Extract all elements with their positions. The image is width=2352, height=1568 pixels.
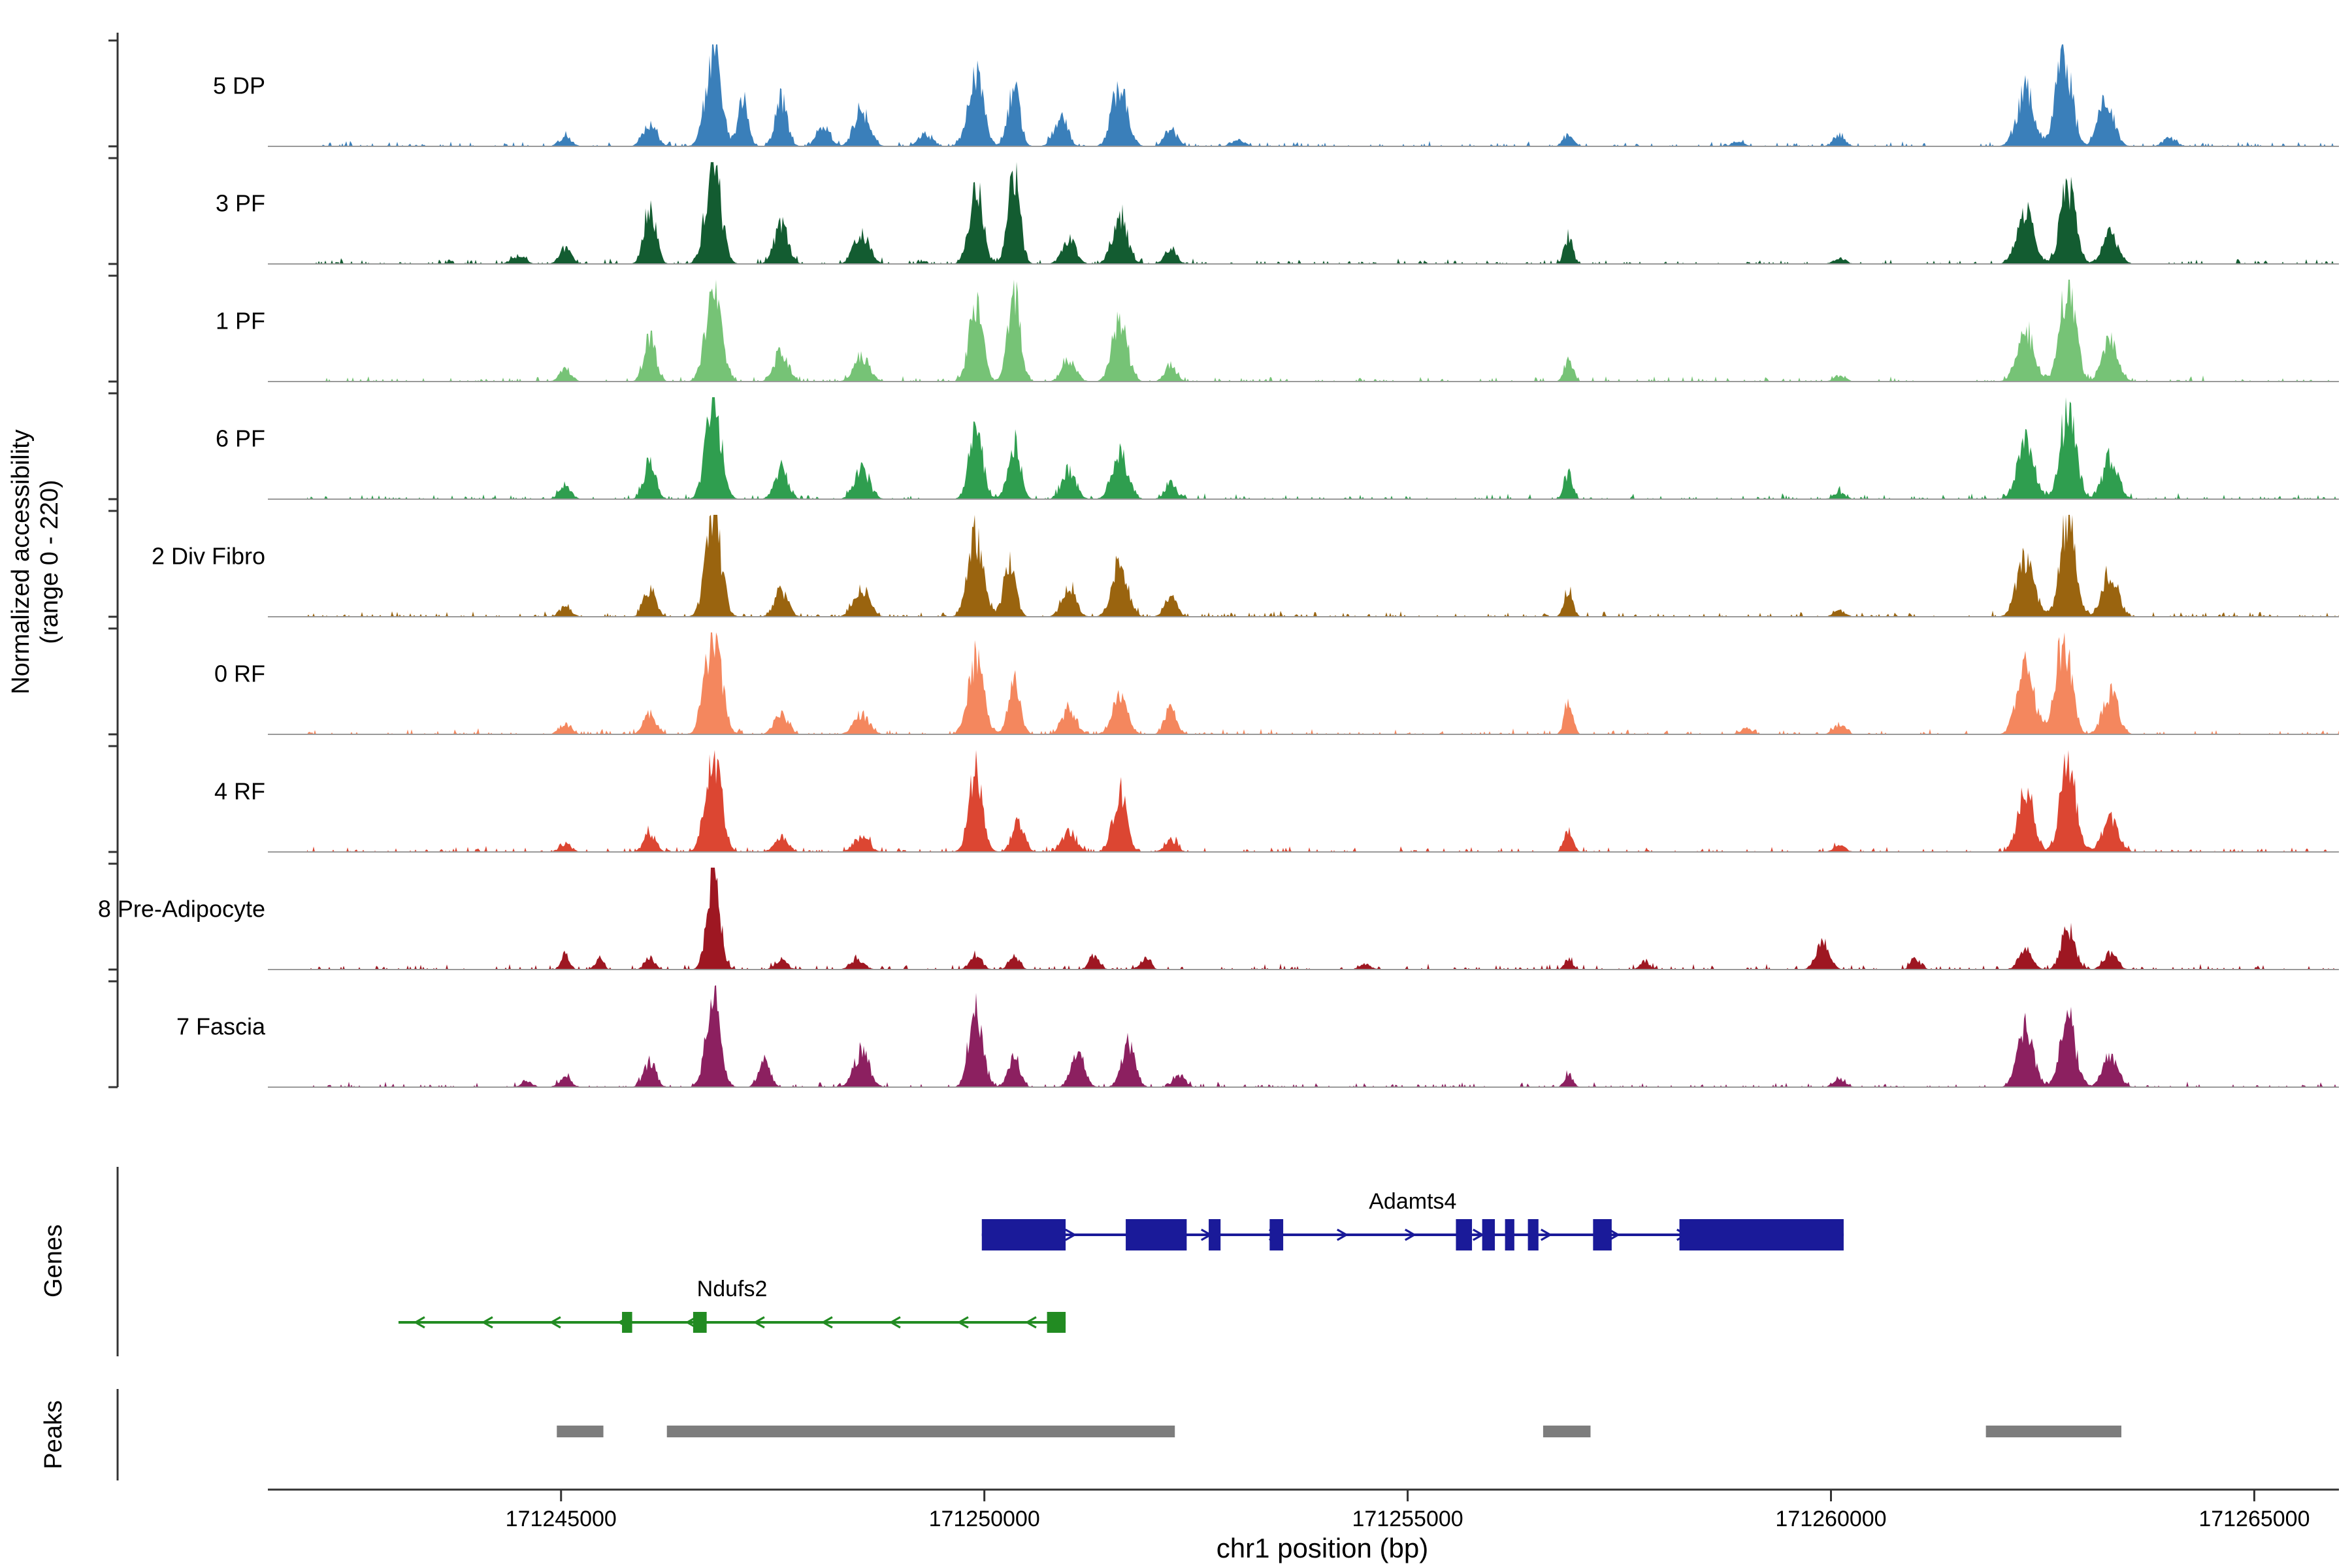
track-label: 1 PF: [216, 308, 265, 335]
track-label: 5 DP: [213, 73, 265, 99]
exon-box: [1505, 1219, 1514, 1250]
signal-track-3-pf: 3 PF: [108, 157, 2339, 265]
signal-area: [307, 632, 2339, 734]
strand-arrow-icon: [413, 1316, 425, 1329]
x-tick-label: 171260000: [1775, 1507, 1886, 1531]
x-tick-label: 171250000: [929, 1507, 1040, 1531]
exon-box: [1482, 1219, 1495, 1250]
x-tick-label: 171255000: [1352, 1507, 1463, 1531]
peak-region-bar: [557, 1426, 604, 1437]
strand-arrow-icon: [1608, 1228, 1621, 1241]
gene-name-label: Adamts4: [1369, 1189, 1456, 1214]
exon-box: [622, 1312, 632, 1333]
exon-box: [1527, 1219, 1539, 1250]
x-tick-label: 171265000: [2198, 1507, 2310, 1531]
strand-arrow-icon: [1064, 1228, 1077, 1241]
strand-arrow-icon: [481, 1316, 493, 1329]
track-label: 4 RF: [214, 778, 265, 805]
signal-area: [307, 868, 2339, 970]
strand-arrow-icon: [549, 1316, 561, 1329]
strand-arrow-icon: [889, 1316, 901, 1329]
y-axis-title-line1: Normalized accessibility: [8, 429, 35, 694]
exon-box: [693, 1312, 707, 1333]
exon-box: [1269, 1219, 1284, 1250]
track-label: 6 PF: [216, 425, 265, 452]
signal-area: [307, 280, 2339, 382]
signal-track-5-dp: 5 DP: [108, 39, 2339, 148]
signal-area: [307, 162, 2339, 264]
signal-area: [307, 750, 2339, 852]
signal-area: [307, 515, 2339, 617]
track-label: 3 PF: [216, 190, 265, 217]
track-label: 7 Fascia: [176, 1013, 266, 1040]
gene-adamts4: Adamts4: [981, 1189, 1844, 1250]
strand-arrow-icon: [1540, 1228, 1553, 1241]
peak-region-bar: [1985, 1426, 2121, 1437]
strand-arrow-icon: [1336, 1228, 1349, 1241]
exon-box: [1593, 1219, 1612, 1250]
signal-area: [307, 44, 2339, 146]
exon-box: [981, 1219, 1066, 1250]
track-label: 8 Pre-Adipocyte: [98, 896, 265, 923]
signal-track-7-fascia: 7 Fascia: [108, 980, 2339, 1088]
strand-arrow-icon: [1404, 1228, 1417, 1241]
signal-track-2-div-fibro: 2 Div Fibro: [108, 510, 2339, 618]
strand-arrow-icon: [1024, 1316, 1037, 1329]
exon-box: [1209, 1219, 1221, 1250]
track-label: 2 Div Fibro: [152, 543, 265, 570]
exon-box: [1126, 1219, 1187, 1250]
peaks-section-label: Peaks: [41, 1400, 68, 1469]
y-axis-title-line2: (range 0 - 220): [37, 480, 64, 644]
strand-arrow-icon: [821, 1316, 833, 1329]
signal-track-1-pf: 1 PF: [108, 274, 2339, 383]
signal-area: [307, 985, 2339, 1087]
x-axis-title: chr1 position (bp): [1216, 1534, 1429, 1564]
strand-arrow-icon: [753, 1316, 765, 1329]
peak-region-bar: [666, 1426, 1175, 1437]
track-label: 0 RF: [214, 661, 265, 687]
peak-region-bar: [1543, 1426, 1591, 1437]
strand-arrow-icon: [956, 1316, 969, 1329]
signal-track-6-pf: 6 PF: [108, 392, 2339, 500]
x-tick-label: 171245000: [506, 1507, 617, 1531]
y-axis-title: Normalized accessibility (range 0 - 220): [8, 301, 65, 823]
signal-track-4-rf: 4 RF: [108, 745, 2339, 853]
signal-area: [307, 397, 2339, 499]
gene-name-label: Ndufs2: [697, 1277, 768, 1301]
exon-box: [1456, 1219, 1473, 1250]
signal-track-0-rf: 0 RF: [108, 627, 2339, 736]
exon-box: [1679, 1219, 1844, 1250]
signal-track-8-pre-adipocyte: 8 Pre-Adipocyte: [98, 862, 2339, 971]
exon-box: [1047, 1312, 1066, 1333]
gene-ndufs2: Ndufs2: [398, 1277, 1066, 1333]
